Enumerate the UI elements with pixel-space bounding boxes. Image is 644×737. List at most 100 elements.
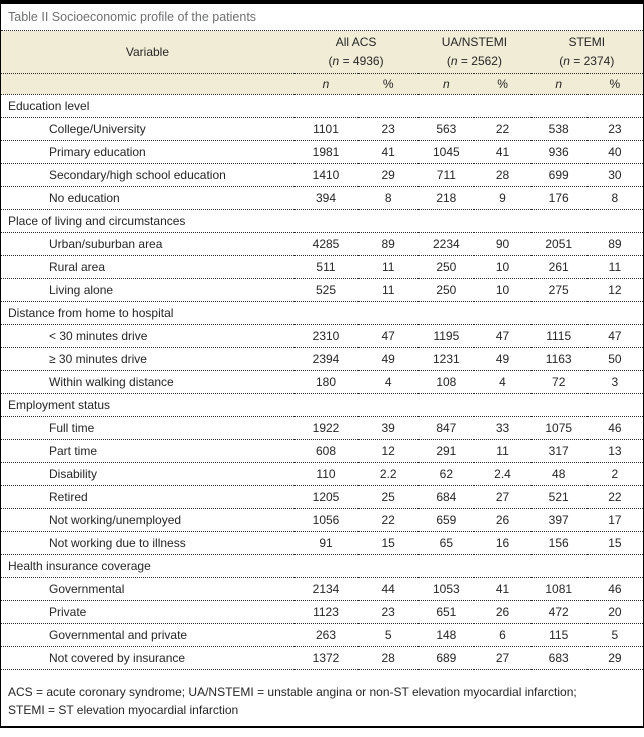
row-label: College/University — [49, 121, 146, 136]
table-row: Not working due to illness 91 15 65 16 156 15 — [1, 531, 643, 554]
value-cell: 4 — [499, 374, 506, 389]
value-cell: 46 — [608, 581, 622, 596]
row-label: Living alone — [49, 282, 114, 297]
section-header-row: Distance from home to hospital — [1, 301, 643, 324]
value-cell: 699 — [548, 167, 569, 182]
value-cell: 1231 — [433, 351, 460, 366]
value-cell: 5 — [611, 627, 619, 642]
value-cell: 12 — [381, 443, 395, 458]
group-count: (n = 2562) — [446, 53, 502, 68]
value-cell: 22 — [608, 489, 622, 504]
value-cell: 1205 — [312, 489, 340, 504]
section-header-label: Distance from home to hospital — [8, 305, 174, 320]
value-cell: 608 — [315, 443, 337, 458]
value-cell: 25 — [381, 489, 395, 504]
subheader-n-symbol: n — [322, 76, 330, 91]
value-cell: 1981 — [312, 144, 340, 159]
row-label: Full time — [49, 420, 95, 435]
value-cell: 41 — [495, 144, 510, 159]
section-header-row: Place of living and circumstances — [1, 209, 643, 232]
value-cell: 89 — [608, 236, 622, 251]
row-label: No education — [49, 190, 120, 205]
value-cell: 1123 — [313, 604, 339, 619]
socioeconomic-table: Variable All ACS (n = 4936) UA/NSTEMI (n = … — [1, 31, 643, 670]
table-row: Governmental and private 263 5 148 6 115 5 — [1, 623, 643, 646]
value-cell: 4 — [384, 374, 392, 389]
value-cell: 711 — [436, 167, 456, 182]
group-header-stemi: STEMI (n = 2374) — [531, 31, 643, 73]
section-header-label: Education level — [8, 98, 90, 113]
subheader-n-symbol: n — [555, 76, 563, 91]
value-cell: 8 — [611, 190, 619, 205]
table-row: Private 1123 23 651 26 472 20 — [1, 600, 643, 623]
section-header-row: Health insurance coverage — [1, 554, 643, 577]
value-cell: 23 — [608, 121, 622, 136]
value-cell: 8 — [384, 190, 392, 205]
value-cell: 28 — [381, 650, 395, 665]
value-cell: 2134 — [312, 581, 340, 596]
group-label: All ACS — [335, 34, 377, 49]
value-cell: 394 — [315, 190, 337, 205]
table-row: Living alone 525 11 250 10 275 12 — [1, 278, 643, 301]
table-row: Part time 608 12 291 11 317 13 — [1, 439, 643, 462]
value-cell: 20 — [608, 604, 622, 619]
value-cell: 936 — [548, 144, 569, 159]
value-cell: 563 — [436, 121, 457, 136]
value-cell: 317 — [548, 443, 569, 458]
value-cell: 11 — [496, 443, 509, 458]
value-cell: 50 — [608, 351, 622, 366]
value-cell: 1081 — [545, 581, 573, 596]
value-cell: 2310 — [312, 328, 340, 343]
subheader-percent: % — [382, 76, 394, 91]
section-header-label: Health insurance coverage — [8, 558, 151, 573]
subheader-percent: % — [609, 76, 621, 91]
row-label: Rural area — [49, 259, 106, 274]
value-cell: 44 — [381, 581, 395, 596]
value-cell: 16 — [495, 535, 510, 550]
table-row: Not covered by insurance 1372 28 689 27 683 29 — [1, 646, 643, 669]
value-cell: 26 — [495, 512, 510, 527]
value-cell: 27 — [495, 650, 510, 665]
table-row: Governmental 2134 44 1053 41 1081 46 — [1, 577, 643, 600]
value-cell: 62 — [439, 466, 454, 481]
variable-subheader-empty-cell — [1, 73, 294, 94]
row-label: Not working due to illness — [49, 535, 186, 550]
subheader-n: n — [531, 73, 587, 94]
value-cell: 11 — [608, 259, 622, 274]
value-cell: 291 — [436, 443, 457, 458]
value-cell: 525 — [315, 282, 337, 297]
column-group-row: Variable All ACS (n = 4936) UA/NSTEMI (n = … — [1, 31, 643, 73]
table-header: Variable All ACS (n = 4936) UA/NSTEMI (n = … — [1, 31, 643, 94]
value-cell: 47 — [495, 328, 510, 343]
table-row: Rural area 511 11 250 10 261 11 — [1, 255, 643, 278]
subheader-n: n — [418, 73, 474, 94]
value-cell: 847 — [436, 420, 457, 435]
value-cell: 2051 — [545, 236, 573, 251]
section-header-row: Employment status — [1, 393, 643, 416]
row-label: Part time — [49, 443, 98, 458]
table-footnote: ACS = acute coronary syndrome; UA/NSTEMI… — [1, 669, 643, 726]
value-cell: 47 — [381, 328, 395, 343]
value-cell: 11 — [381, 282, 395, 297]
table-row: College/University 1101 23 563 22 538 23 — [1, 117, 643, 140]
table-row: Within walking distance 180 4 108 4 72 3 — [1, 370, 643, 393]
value-cell: 250 — [436, 282, 457, 297]
footnote-line-2: STEMI = ST elevation myocardial infarcti… — [8, 702, 239, 717]
value-cell: 41 — [381, 144, 395, 159]
table-body: Education level College/University 1101 23 5… — [1, 94, 643, 669]
group-header-all-acs: All ACS (n = 4936) — [294, 31, 418, 73]
value-cell: 22 — [381, 512, 395, 527]
value-cell: 89 — [381, 236, 395, 251]
value-cell: 108 — [436, 374, 457, 389]
value-cell: 17 — [608, 512, 622, 527]
value-cell: 28 — [495, 167, 510, 182]
value-cell: 30 — [608, 167, 622, 182]
variable-column-header: Variable — [125, 44, 170, 59]
value-cell: 33 — [495, 420, 510, 435]
row-label: Governmental — [49, 581, 125, 596]
value-cell: 1922 — [312, 420, 340, 435]
row-label: Not working/unemployed — [49, 512, 182, 527]
value-cell: 1101 — [313, 121, 339, 136]
value-cell: 11 — [381, 259, 395, 274]
column-subheader-row: n% n% n% — [1, 73, 643, 94]
